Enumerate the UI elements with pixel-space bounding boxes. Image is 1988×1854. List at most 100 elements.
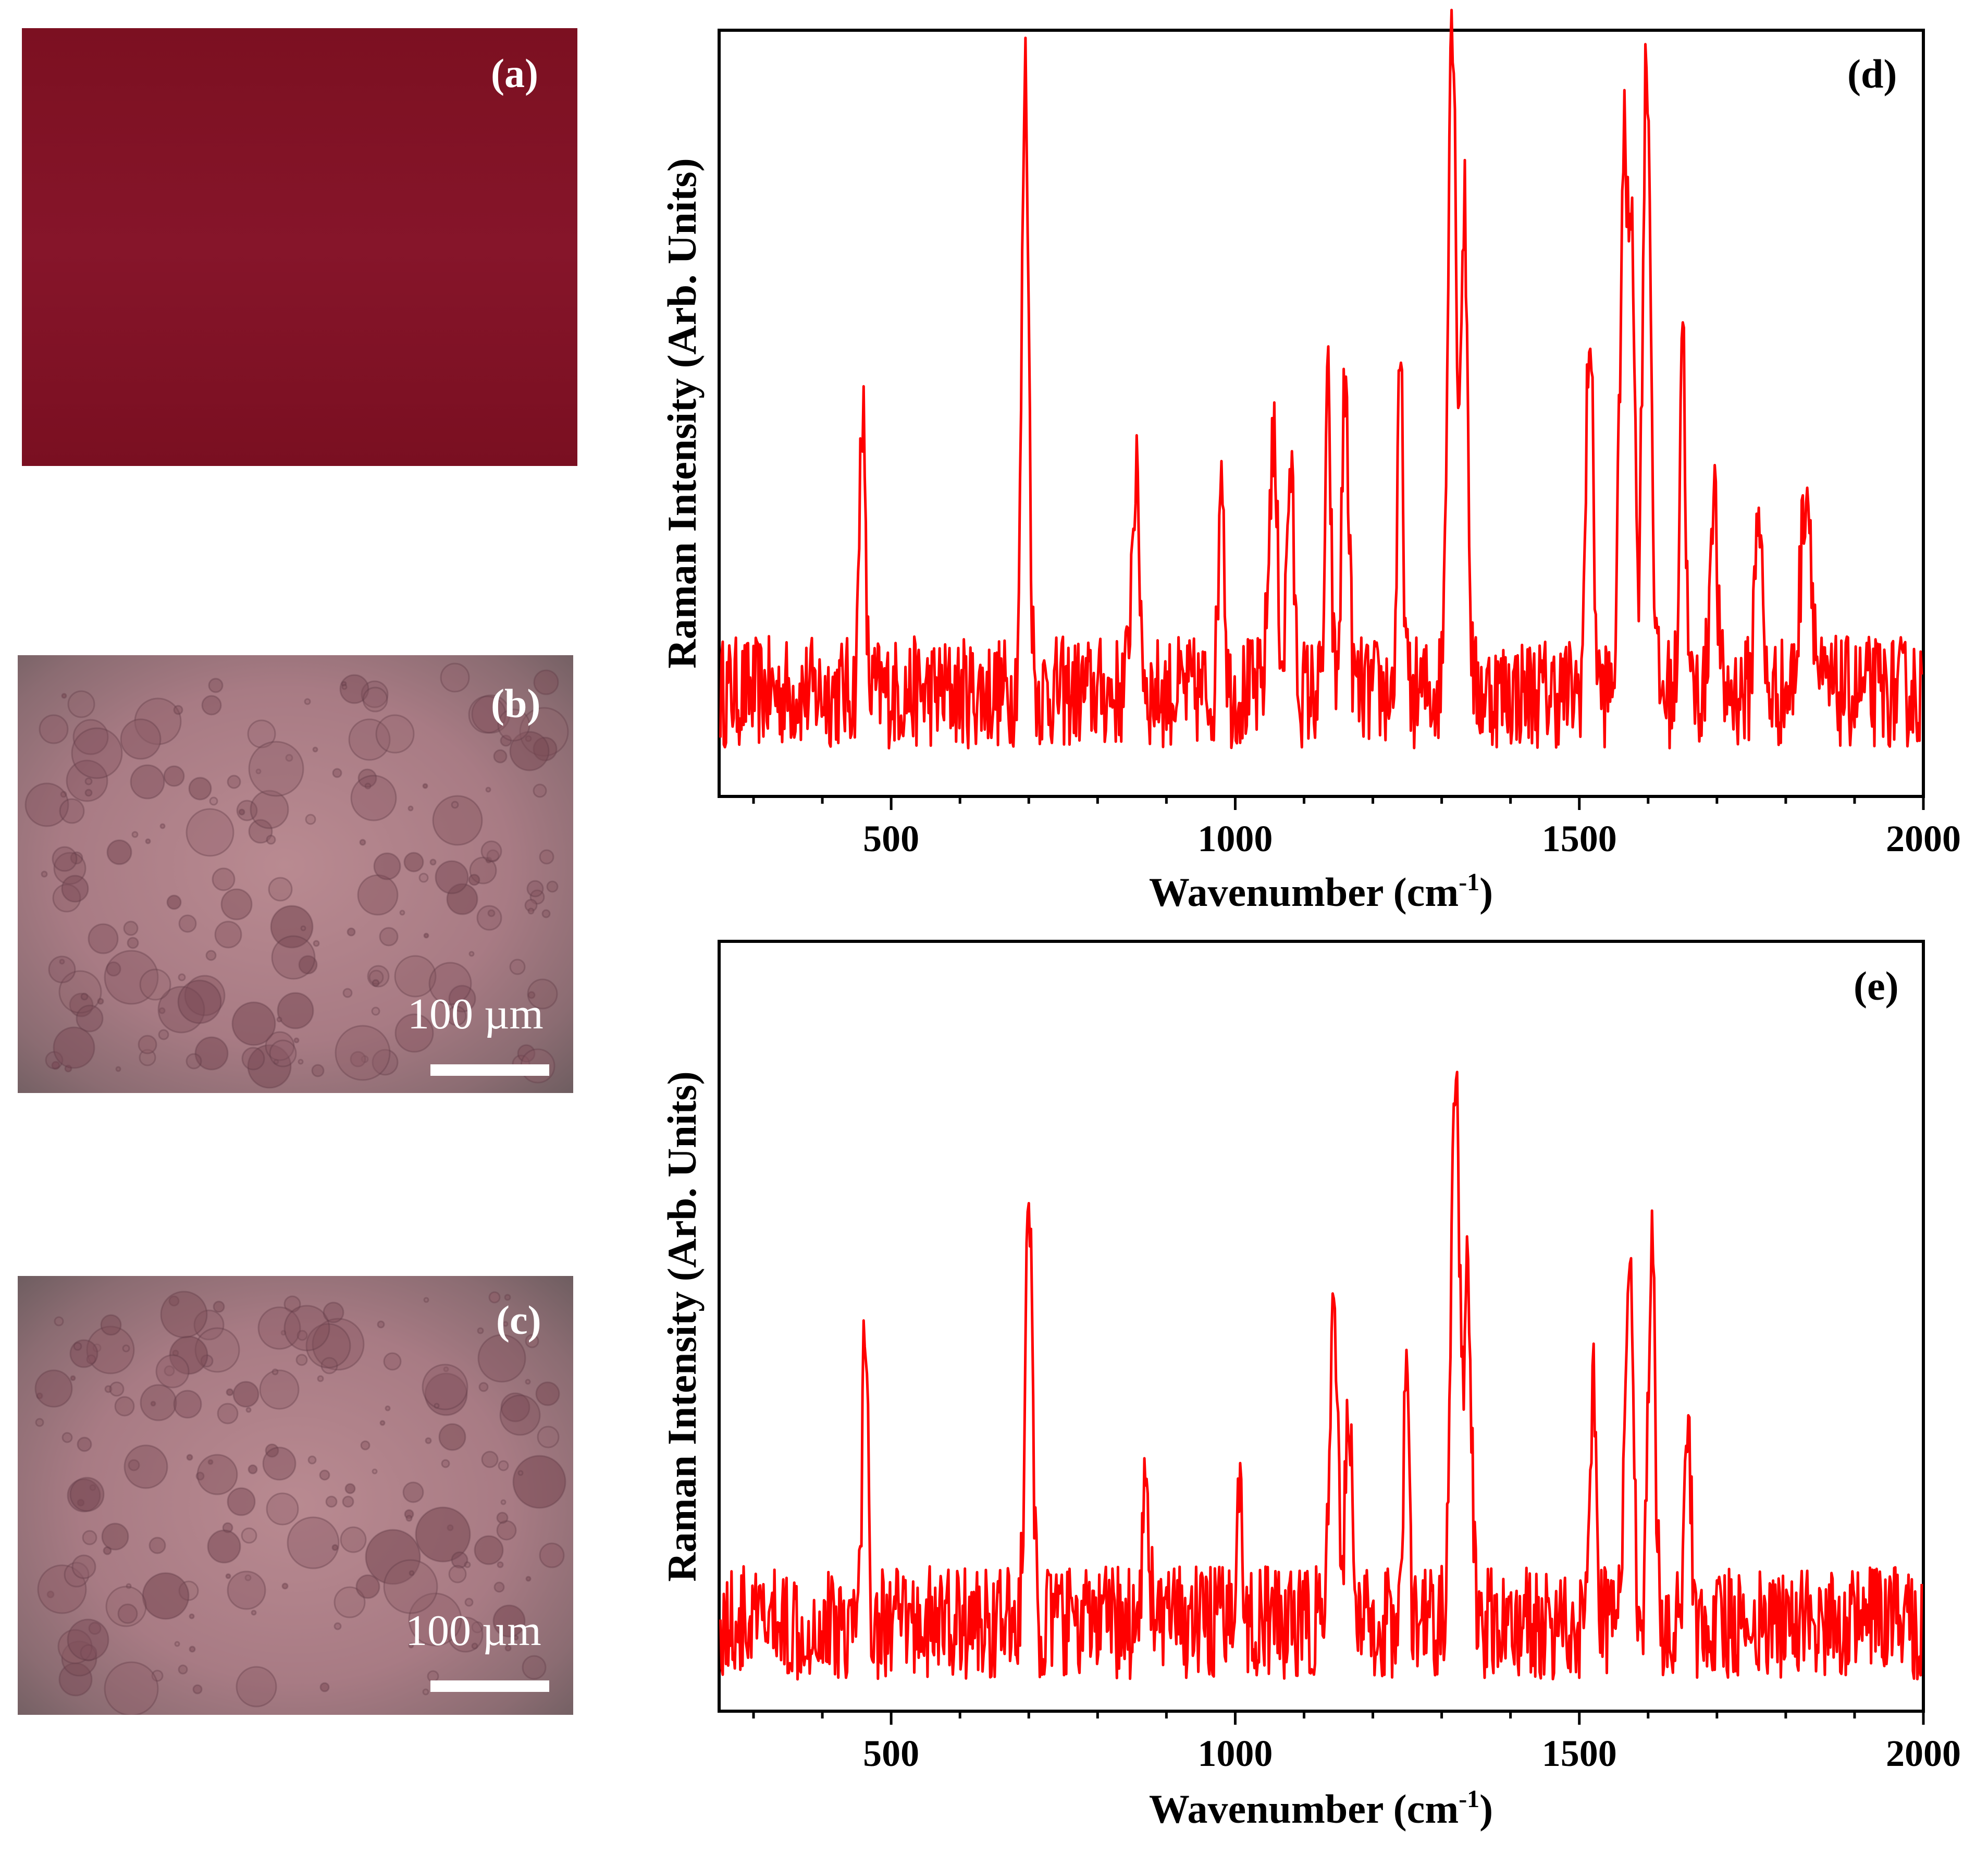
chart-d-frame [718, 29, 1925, 798]
micrograph-pore [331, 1544, 339, 1551]
micrograph-pore [474, 1535, 504, 1565]
micrograph-pore [335, 1025, 391, 1081]
micrograph-pore [123, 920, 139, 936]
micrograph-pore [372, 1049, 399, 1076]
micrograph-pore [379, 1420, 386, 1426]
x-tick-label: 2000 [1886, 818, 1961, 860]
micrograph-pore [509, 731, 550, 771]
micrograph-pore [71, 727, 123, 779]
micrograph-pore [364, 782, 372, 790]
micrograph-pore [226, 1388, 234, 1396]
micrograph-pore [208, 678, 224, 693]
micrograph-pore [526, 880, 544, 898]
micrograph-pore [422, 1688, 429, 1696]
micrograph-pore [159, 823, 166, 829]
micrograph-pore [58, 1662, 93, 1697]
micrograph-pore [236, 800, 258, 821]
micrograph-pore [104, 1661, 159, 1715]
micrograph-pore [192, 1684, 203, 1695]
micrograph-pore [251, 1610, 257, 1616]
chart-e-xlabel-end: ) [1479, 1786, 1493, 1832]
micrograph-pore [212, 867, 236, 891]
micrograph-pore [319, 1682, 330, 1692]
micrograph-pore [434, 1403, 440, 1409]
micrograph-pore [160, 1291, 208, 1339]
micrograph-pore [362, 686, 388, 713]
micrograph-pore [496, 1512, 509, 1524]
micrograph-pore [497, 1561, 504, 1568]
micrograph-pore [422, 783, 428, 789]
micrograph-pore [372, 979, 380, 987]
micrograph-pore [54, 1316, 64, 1327]
chart-d-panel-label: (d) [1847, 51, 1897, 96]
micrograph-pore [527, 991, 536, 999]
micrograph-pore [339, 674, 369, 704]
micrograph-pore [67, 690, 95, 718]
micrograph-pore [323, 1302, 344, 1323]
micrograph-texture-b [24, 662, 569, 1089]
micrograph-pore [86, 1354, 96, 1365]
micrograph-pore [124, 1444, 168, 1489]
micrograph-pore [158, 1007, 166, 1014]
micrograph-pore [464, 1561, 471, 1568]
micrograph-pore [541, 909, 551, 918]
micrograph-pore [266, 1492, 299, 1526]
micrograph-pore [220, 888, 253, 920]
micrograph-pore [522, 1655, 547, 1680]
scale-bar-label-c: 100 µm [405, 1606, 541, 1655]
micrograph-pore [471, 1642, 478, 1650]
micrograph-pore [361, 680, 389, 708]
micrograph-pore [166, 894, 182, 910]
micrograph-pore [48, 955, 76, 984]
micrograph-pore [227, 1570, 266, 1610]
micrograph-pore [485, 787, 491, 793]
micrograph-pore [196, 1454, 238, 1495]
micrograph-pore [59, 798, 85, 824]
micrograph-pore [155, 1354, 190, 1389]
micrograph-pore [248, 1464, 258, 1475]
micrograph-pore [341, 684, 348, 690]
micrograph-pore [533, 783, 547, 798]
micrograph-pore [399, 910, 405, 916]
micrograph-pore [205, 950, 217, 961]
x-tick-label: 2000 [1886, 1733, 1961, 1774]
micrograph-pore [117, 1603, 138, 1624]
micrograph-pore [304, 698, 311, 705]
micrograph-pore [334, 1586, 366, 1618]
micrograph-pore [537, 1426, 560, 1448]
micrograph-pore [142, 1572, 190, 1620]
micrograph-pore [517, 1044, 536, 1063]
micrograph-pore [122, 1344, 130, 1353]
micrograph-pore [276, 1016, 282, 1023]
micrograph-pore [305, 1323, 351, 1369]
micrograph-pore [214, 920, 242, 949]
micrograph-pore [500, 734, 512, 747]
micrograph-pore [451, 801, 459, 809]
micrograph-pore [34, 1369, 73, 1408]
chart-e-xlabel-main: Wavenumber (cm [1149, 1786, 1459, 1832]
panel-label-a: (a) [491, 51, 538, 96]
micrograph-pore [173, 705, 183, 715]
micrograph-pore [241, 1047, 265, 1071]
micrograph-pore [265, 1443, 279, 1458]
micrograph-pore [35, 1418, 44, 1427]
micrograph-pore [53, 852, 87, 885]
micrograph-pore [357, 768, 377, 788]
micrograph-pore [67, 1618, 109, 1661]
micrograph-pore [539, 1542, 565, 1568]
micrograph-pore [169, 1335, 208, 1375]
micrograph-pore [186, 1053, 202, 1070]
chart-e-xlabel: Wavenumber (cm-1) [1149, 1785, 1493, 1832]
micrograph-pore [184, 975, 226, 1016]
micrograph-pore [174, 1641, 180, 1647]
micrograph-pore [84, 789, 93, 797]
micrograph-pore [500, 1392, 530, 1422]
micrograph-pore [446, 1005, 467, 1026]
micrograph-pore [429, 858, 437, 866]
micrograph-pore [82, 1530, 97, 1545]
micrograph-pore [37, 1564, 87, 1614]
micrograph-pore [527, 907, 535, 915]
micrograph-pore [312, 746, 318, 753]
micrograph-pore [139, 968, 171, 1001]
micrograph-pore [248, 741, 304, 797]
